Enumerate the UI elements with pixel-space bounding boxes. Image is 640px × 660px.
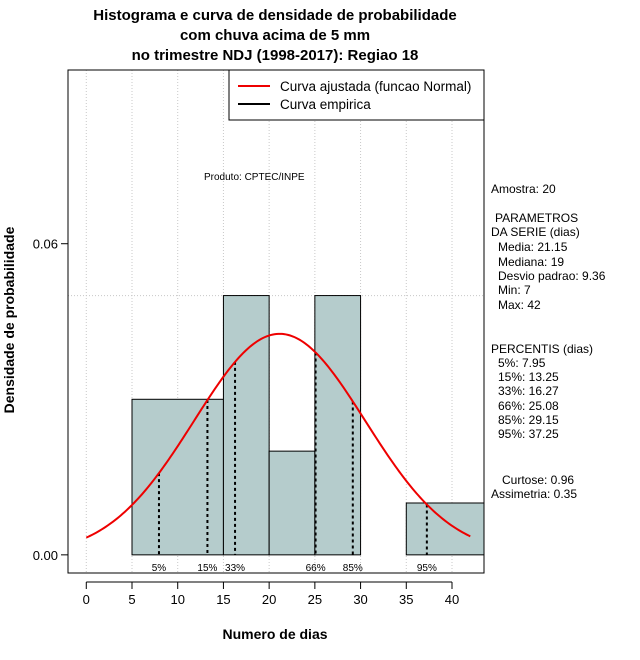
x-tick-label: 5 [128, 592, 135, 607]
percentile-label-33: 33% [225, 563, 245, 574]
stat-p66: 66%: 25.08 [498, 399, 559, 413]
percentile-label-5: 5% [152, 563, 167, 574]
legend-label-empirical: Curva empirica [280, 97, 371, 112]
percentile-label-66: 66% [306, 563, 326, 574]
percentile-markers: 5% 15% 33% 66% 85% 95% [152, 352, 437, 574]
stat-mediana: Mediana: 19 [498, 255, 564, 269]
product-annotation: Produto: CPTEC/INPE [204, 172, 305, 183]
x-tick-label: 30 [353, 592, 367, 607]
x-tick-label: 35 [399, 592, 413, 607]
stat-param-title-1: PARAMETROS [495, 211, 578, 225]
chart-title-line-3: no trimestre NDJ (1998-2017): Regiao 18 [132, 47, 419, 64]
y-axis: 0.00 0.06 [33, 237, 69, 563]
chart-title-line-1: Histograma e curva de densidade de proba… [93, 7, 456, 24]
histogram-bar-3 [268, 450, 316, 556]
stat-p15: 15%: 13.25 [498, 370, 559, 384]
x-tick-label: 0 [83, 592, 90, 607]
stat-media: Media: 21.15 [498, 240, 568, 254]
stat-p33: 33%: 16.27 [498, 384, 559, 398]
fitted-normal-curve [85, 332, 471, 539]
percentile-label-85: 85% [343, 563, 363, 574]
stat-desvio: Desvio padrao: 9.36 [498, 269, 606, 283]
stat-assimetria: Assimetria: 0.35 [491, 487, 577, 501]
histogram-bar-1 [131, 398, 224, 556]
x-axis-label: Numero de dias [222, 626, 327, 642]
y-tick-label: 0.06 [33, 237, 58, 252]
x-tick-label: 25 [308, 592, 322, 607]
y-axis-label: Densidade de probabilidade [1, 226, 17, 413]
x-tick-label: 15 [216, 592, 230, 607]
stat-min: Min: 7 [498, 283, 531, 297]
legend: Curva ajustada (funcao Normal) Curva emp… [228, 69, 485, 121]
chart-title-line-2: com chuva acima de 5 mm [180, 27, 370, 44]
stat-max: Max: 42 [498, 298, 541, 312]
histogram-bar-5 [405, 502, 485, 556]
stat-param-title-2: DA SERIE (dias) [491, 225, 580, 239]
grid-layer [68, 70, 484, 573]
percentile-label-15: 15% [197, 563, 217, 574]
stat-p95: 95%: 37.25 [498, 427, 559, 441]
x-tick-label: 10 [170, 592, 184, 607]
legend-box [228, 69, 485, 121]
y-tick-label: 0.00 [33, 548, 58, 563]
histogram-bar-2 [222, 295, 270, 556]
stats-panel: Amostra: 20 PARAMETROS DA SERIE (dias) M… [491, 182, 606, 501]
histogram-bars [131, 295, 485, 556]
percentile-label-95: 95% [417, 563, 437, 574]
stat-p5: 5%: 7.95 [498, 356, 546, 370]
legend-label-fitted: Curva ajustada (funcao Normal) [280, 79, 471, 94]
stat-amostra: Amostra: 20 [491, 182, 556, 196]
stat-p85: 85%: 29.15 [498, 413, 559, 427]
x-tick-label: 40 [445, 592, 459, 607]
x-tick-label: 20 [262, 592, 276, 607]
stat-percentis-title: PERCENTIS (dias) [491, 342, 593, 356]
stat-curtose: Curtose: 0.96 [502, 473, 574, 487]
x-axis: 0 5 10 15 20 25 30 35 40 [83, 581, 459, 607]
